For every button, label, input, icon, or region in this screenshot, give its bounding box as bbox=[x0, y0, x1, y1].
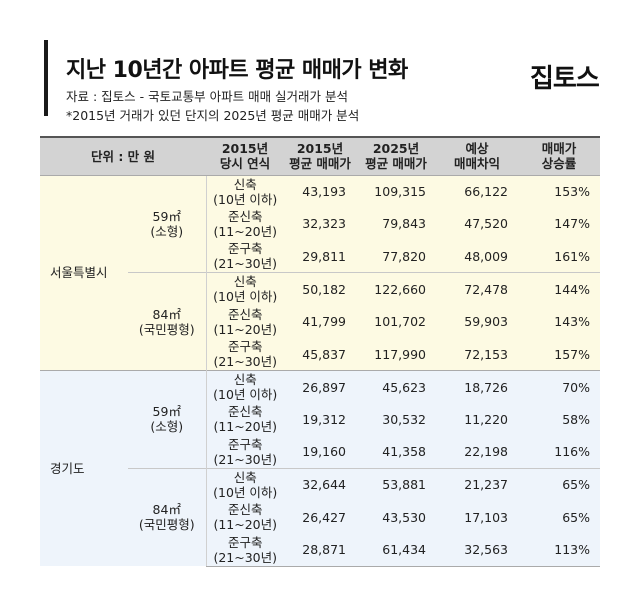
table-header-row: 단위 : 만 원 2015년 당시 연식 2015년 평균 매매가 2025년 평균 … bbox=[40, 136, 600, 175]
price-2015-cell: 29,811 bbox=[284, 240, 356, 273]
age-cell: 준구축 (21~30년) bbox=[205, 337, 284, 371]
table-row: 준신축 (11~20년) 26,427 43,530 17,103 65% bbox=[40, 500, 600, 534]
age-cell: 신축 (10년 이하) bbox=[205, 370, 284, 404]
price-2025-cell: 117,990 bbox=[356, 337, 436, 371]
profit-cell: 22,198 bbox=[436, 435, 518, 469]
price-2015-cell: 26,897 bbox=[284, 370, 356, 404]
table-row: 경기도 59㎡ (소형) 신축 (10년 이하) 26,897 45,623 18,726 70… bbox=[40, 370, 600, 567]
price-2025-cell: 79,843 bbox=[356, 207, 436, 241]
price-2025-cell: 53,881 bbox=[356, 467, 436, 501]
price-2025-cell: 30,532 bbox=[356, 403, 436, 436]
price-2015-cell: 28,871 bbox=[284, 533, 356, 567]
analysis-note: *2015년 거래가 있던 단지의 2025년 평균 매매가 분석 bbox=[66, 108, 360, 123]
profit-cell: 32,563 bbox=[436, 533, 518, 567]
price-2025-header: 2025년 평균 매매가 bbox=[356, 136, 436, 175]
profit-header: 예상 매매차익 bbox=[436, 136, 518, 175]
price-2015-cell: 19,160 bbox=[284, 435, 356, 469]
rate-cell: 65% bbox=[518, 467, 600, 501]
rate-cell: 143% bbox=[518, 305, 600, 338]
rate-header: 매매가 상승률 bbox=[518, 136, 600, 175]
table-row: 준신축 (11~20년) 32,323 79,843 47,520 147% bbox=[40, 207, 600, 241]
rate-cell: 116% bbox=[518, 435, 600, 469]
table-body: 서울특별시 59㎡ (소형) 신축 (10년 이하) 43,193 109,315 66,12… bbox=[40, 174, 600, 567]
rate-cell: 58% bbox=[518, 403, 600, 436]
table-row: 준구축 (21~30년) 45,837 117,990 72,153 157% bbox=[40, 337, 600, 371]
age-cell: 신축 (10년 이하) bbox=[205, 174, 284, 208]
region-name: 경기도 bbox=[40, 370, 128, 567]
profit-cell: 11,220 bbox=[436, 403, 518, 436]
price-2025-cell: 101,702 bbox=[356, 305, 436, 338]
page-header: 지난 10년간 아파트 평균 매매가 변화 자료 : 집토스 - 국토교통부 아… bbox=[0, 0, 640, 130]
page-title: 지난 10년간 아파트 평균 매매가 변화 bbox=[66, 58, 408, 83]
price-2015-cell: 41,799 bbox=[284, 305, 356, 338]
profit-cell: 66,122 bbox=[436, 174, 518, 208]
price-2015-cell: 43,193 bbox=[284, 174, 356, 208]
price-2025-cell: 61,434 bbox=[356, 533, 436, 567]
profit-cell: 59,903 bbox=[436, 305, 518, 338]
price-2025-cell: 77,820 bbox=[356, 240, 436, 273]
price-2015-cell: 50,182 bbox=[284, 272, 356, 306]
price-2015-cell: 45,837 bbox=[284, 337, 356, 371]
price-2025-cell: 109,315 bbox=[356, 174, 436, 208]
rate-cell: 65% bbox=[518, 500, 600, 534]
rate-cell: 161% bbox=[518, 240, 600, 273]
price-2025-cell: 122,660 bbox=[356, 272, 436, 306]
source-note: 자료 : 집토스 - 국토교통부 아파트 매매 실거래가 분석 bbox=[66, 89, 349, 104]
size-cell: 84㎡ (국민평형) bbox=[128, 272, 206, 371]
rate-cell: 144% bbox=[518, 272, 600, 306]
region-name: 서울특별시 bbox=[40, 174, 128, 371]
rate-cell: 153% bbox=[518, 174, 600, 208]
age-cell: 준구축 (21~30년) bbox=[205, 533, 284, 567]
rate-cell: 70% bbox=[518, 370, 600, 404]
age-cell: 준구축 (21~30년) bbox=[205, 435, 284, 469]
price-2025-cell: 45,623 bbox=[356, 370, 436, 404]
age-header: 2015년 당시 연식 bbox=[206, 136, 284, 175]
price-2025-cell: 43,530 bbox=[356, 500, 436, 534]
price-2015-cell: 26,427 bbox=[284, 500, 356, 534]
table-row: 준신축 (11~20년) 41,799 101,702 59,903 143% bbox=[40, 305, 600, 338]
price-2015-header: 2015년 평균 매매가 bbox=[284, 136, 356, 175]
price-2015-cell: 32,644 bbox=[284, 467, 356, 501]
profit-cell: 47,520 bbox=[436, 207, 518, 241]
brand-logo: 집토스 bbox=[530, 64, 600, 94]
table-row: 84㎡ (국민평형) 신축 (10년 이하) 50,182 122,660 72,478 14… bbox=[40, 272, 600, 371]
table-row: 84㎡ (국민평형) 신축 (10년 이하) 32,644 53,881 21,237 65% bbox=[40, 467, 600, 567]
price-2015-cell: 32,323 bbox=[284, 207, 356, 241]
table-row: 준구축 (21~30년) 19,160 41,358 22,198 116% bbox=[40, 435, 600, 469]
age-cell: 신축 (10년 이하) bbox=[205, 467, 284, 501]
size-cell: 59㎡ (소형) bbox=[128, 174, 206, 273]
profit-cell: 21,237 bbox=[436, 467, 518, 501]
price-2015-cell: 19,312 bbox=[284, 403, 356, 436]
table-row: 서울특별시 59㎡ (소형) 신축 (10년 이하) 43,193 109,315 66,12… bbox=[40, 174, 600, 371]
profit-cell: 72,478 bbox=[436, 272, 518, 306]
table-row: 준신축 (11~20년) 19,312 30,532 11,220 58% bbox=[40, 403, 600, 436]
age-cell: 준신축 (11~20년) bbox=[205, 500, 284, 534]
profit-cell: 72,153 bbox=[436, 337, 518, 371]
age-cell: 준구축 (21~30년) bbox=[205, 240, 284, 273]
age-cell: 준신축 (11~20년) bbox=[205, 207, 284, 241]
age-cell: 준신축 (11~20년) bbox=[205, 403, 284, 436]
profit-cell: 17,103 bbox=[436, 500, 518, 534]
size-cell: 84㎡ (국민평형) bbox=[128, 467, 206, 567]
profit-cell: 18,726 bbox=[436, 370, 518, 404]
table-row: 준구축 (21~30년) 28,871 61,434 32,563 113% bbox=[40, 533, 600, 567]
unit-header: 단위 : 만 원 bbox=[40, 136, 206, 175]
rate-cell: 147% bbox=[518, 207, 600, 241]
age-cell: 준신축 (11~20년) bbox=[205, 305, 284, 338]
size-cell: 59㎡ (소형) bbox=[128, 370, 206, 469]
title-accent-bar bbox=[44, 40, 48, 116]
rate-cell: 113% bbox=[518, 533, 600, 567]
rate-cell: 157% bbox=[518, 337, 600, 371]
price-2025-cell: 41,358 bbox=[356, 435, 436, 469]
age-cell: 신축 (10년 이하) bbox=[205, 272, 284, 306]
profit-cell: 48,009 bbox=[436, 240, 518, 273]
table-row: 준구축 (21~30년) 29,811 77,820 48,009 161% bbox=[40, 240, 600, 273]
price-table: 단위 : 만 원 2015년 당시 연식 2015년 평균 매매가 2025년 평균 … bbox=[40, 136, 600, 567]
